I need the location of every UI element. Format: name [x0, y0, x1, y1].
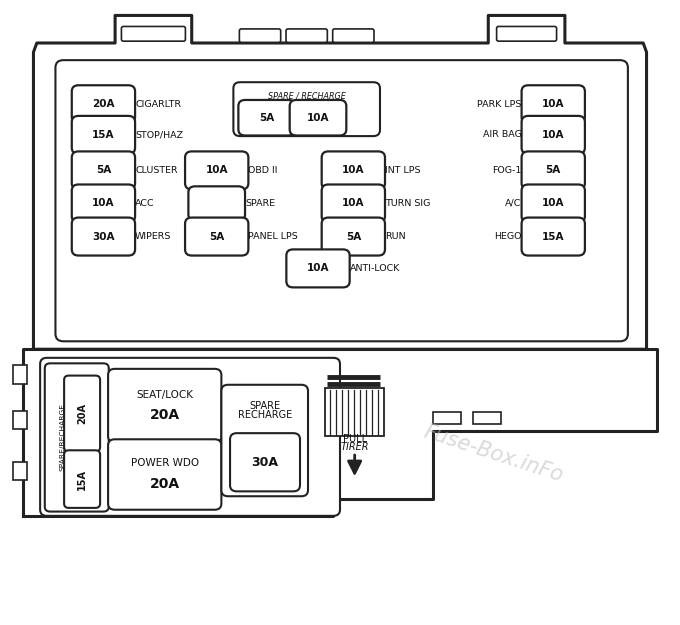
Text: ACC: ACC: [135, 199, 155, 208]
Text: 10A: 10A: [92, 199, 115, 209]
Bar: [433, 412, 461, 424]
Text: PULL: PULL: [343, 434, 367, 444]
FancyBboxPatch shape: [496, 26, 556, 41]
FancyBboxPatch shape: [239, 100, 295, 136]
FancyBboxPatch shape: [333, 29, 374, 42]
FancyBboxPatch shape: [233, 82, 380, 136]
Text: CIGARLTR: CIGARLTR: [135, 100, 181, 109]
Bar: [325, 389, 384, 436]
Text: 5A: 5A: [96, 166, 111, 176]
FancyBboxPatch shape: [522, 85, 585, 123]
FancyBboxPatch shape: [56, 60, 628, 341]
Text: SPARE / RECHARGE: SPARE / RECHARGE: [268, 91, 345, 100]
Text: TIRER: TIRER: [341, 442, 369, 452]
Text: AIR BAG: AIR BAG: [483, 131, 522, 139]
Text: 10A: 10A: [542, 99, 564, 109]
FancyBboxPatch shape: [185, 217, 248, 256]
FancyBboxPatch shape: [72, 116, 135, 154]
Text: SPARE/RECHARGE: SPARE/RECHARGE: [59, 404, 65, 471]
Text: 10A: 10A: [307, 112, 329, 123]
Text: WIPERS: WIPERS: [135, 232, 171, 241]
FancyBboxPatch shape: [45, 363, 109, 511]
FancyBboxPatch shape: [322, 151, 385, 189]
FancyBboxPatch shape: [185, 151, 248, 189]
Text: 20A: 20A: [92, 99, 115, 109]
Text: FOG-1: FOG-1: [492, 166, 522, 175]
FancyBboxPatch shape: [522, 151, 585, 189]
Text: 5A: 5A: [345, 231, 361, 241]
Text: Fuse-Box.inFo: Fuse-Box.inFo: [421, 421, 566, 486]
FancyBboxPatch shape: [222, 385, 308, 496]
FancyBboxPatch shape: [72, 85, 135, 123]
FancyBboxPatch shape: [286, 29, 327, 42]
Bar: [14, 365, 27, 384]
Text: 5A: 5A: [545, 166, 561, 176]
Text: 10A: 10A: [342, 199, 364, 209]
Bar: [473, 412, 501, 424]
Text: PARK LPS: PARK LPS: [477, 100, 522, 109]
Text: HEGO: HEGO: [494, 232, 522, 241]
Text: OBD II: OBD II: [248, 166, 278, 175]
Text: 10A: 10A: [542, 130, 564, 140]
Text: TURN SIG: TURN SIG: [385, 199, 430, 208]
Text: 20A: 20A: [150, 408, 180, 422]
Text: 5A: 5A: [209, 231, 224, 241]
FancyBboxPatch shape: [188, 186, 245, 221]
Polygon shape: [33, 16, 647, 349]
FancyBboxPatch shape: [522, 217, 585, 256]
FancyBboxPatch shape: [64, 376, 100, 451]
FancyBboxPatch shape: [108, 369, 222, 442]
Bar: [14, 462, 27, 481]
Text: 10A: 10A: [205, 166, 228, 176]
Text: 30A: 30A: [252, 456, 279, 469]
FancyBboxPatch shape: [522, 184, 585, 222]
Text: SPARE: SPARE: [245, 199, 275, 208]
FancyBboxPatch shape: [64, 450, 100, 508]
Text: RUN: RUN: [385, 232, 405, 241]
Text: 10A: 10A: [342, 166, 364, 176]
Text: INT LPS: INT LPS: [385, 166, 420, 175]
Text: SPARE: SPARE: [249, 401, 280, 411]
Text: A/C: A/C: [505, 199, 522, 208]
Text: 10A: 10A: [307, 263, 329, 273]
FancyBboxPatch shape: [72, 184, 135, 222]
Text: 15A: 15A: [542, 231, 564, 241]
Text: 15A: 15A: [92, 130, 115, 140]
Text: PANEL LPS: PANEL LPS: [248, 232, 298, 241]
FancyBboxPatch shape: [290, 100, 346, 136]
Text: SEAT/LOCK: SEAT/LOCK: [136, 389, 193, 399]
Text: RECHARGE: RECHARGE: [237, 411, 292, 421]
FancyBboxPatch shape: [40, 358, 340, 516]
FancyBboxPatch shape: [122, 26, 186, 41]
Text: STOP/HAZ: STOP/HAZ: [135, 131, 183, 139]
FancyBboxPatch shape: [239, 29, 281, 42]
Text: 20A: 20A: [77, 403, 87, 424]
Text: 15A: 15A: [77, 469, 87, 489]
FancyBboxPatch shape: [286, 249, 350, 288]
FancyBboxPatch shape: [72, 151, 135, 189]
FancyBboxPatch shape: [322, 217, 385, 256]
FancyBboxPatch shape: [72, 217, 135, 256]
Polygon shape: [23, 349, 657, 516]
FancyBboxPatch shape: [230, 433, 300, 491]
FancyBboxPatch shape: [522, 116, 585, 154]
Text: POWER WDO: POWER WDO: [131, 459, 199, 469]
Text: ANTI-LOCK: ANTI-LOCK: [350, 264, 400, 273]
Text: CLUSTER: CLUSTER: [135, 166, 177, 175]
Bar: [14, 411, 27, 429]
FancyBboxPatch shape: [108, 439, 222, 510]
FancyBboxPatch shape: [322, 184, 385, 222]
Text: 10A: 10A: [542, 199, 564, 209]
Text: 5A: 5A: [259, 112, 274, 123]
Text: 30A: 30A: [92, 231, 115, 241]
Text: 20A: 20A: [150, 477, 180, 491]
